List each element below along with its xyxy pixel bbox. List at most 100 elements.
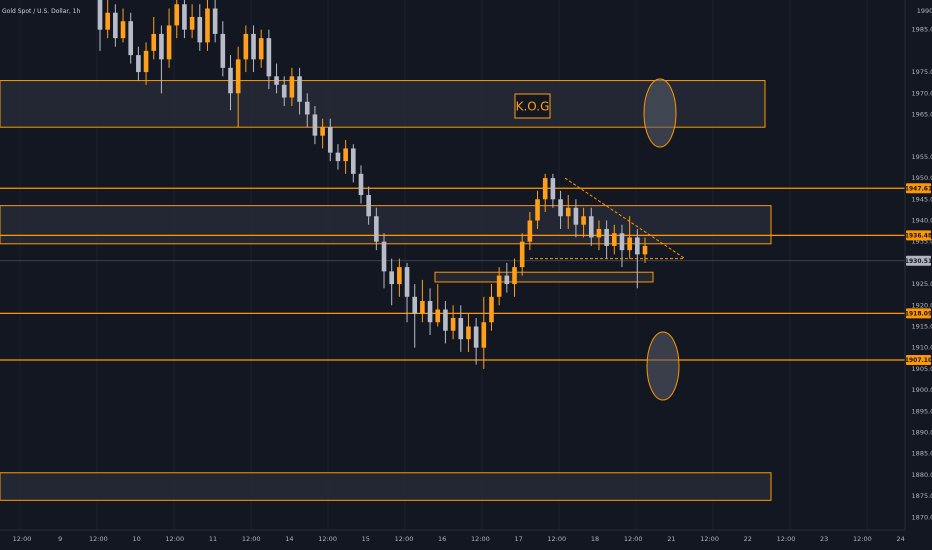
zone-3	[434, 271, 654, 283]
candle-body	[228, 67, 233, 94]
level-price-tag-box	[906, 354, 931, 365]
level-price-tag-text: 1936.48	[905, 233, 932, 240]
candle-body	[189, 16, 195, 30]
target-ovals	[643, 78, 680, 401]
candle-body	[327, 127, 333, 153]
price-tick-label: 1880.00	[912, 471, 932, 479]
candle-body	[297, 76, 302, 102]
price-tick-label: 1925.00	[912, 280, 932, 288]
candle-body	[389, 271, 394, 285]
price-tick-label: 1990	[917, 7, 932, 15]
candle-body	[251, 33, 256, 60]
time-tick-label: 12:00	[13, 535, 32, 543]
candle-body	[182, 4, 187, 30]
annotation-text: K.O.G	[516, 100, 550, 114]
price-tick-label: 1920.00	[912, 301, 932, 309]
trend-line-descending	[564, 177, 686, 260]
candle-body	[573, 207, 579, 225]
level-price-tag-box	[906, 230, 931, 241]
annotation-box: K.O.G	[514, 93, 551, 119]
price-tick-label: 1890.00	[912, 428, 932, 436]
time-tick-label: 12:00	[89, 535, 108, 543]
time-tick-label: 12:00	[777, 535, 796, 543]
candle-body	[397, 267, 402, 285]
time-tick-label: 12:00	[165, 535, 184, 543]
price-tick-label: 1945.00	[912, 195, 932, 203]
candle-body	[358, 173, 364, 196]
current-price-tag-box	[906, 255, 931, 266]
candle-body	[420, 301, 425, 314]
price-tick-label: 1935.00	[912, 238, 932, 246]
candle-body	[535, 199, 540, 221]
time-tick-label: 24	[896, 535, 904, 543]
price-tick-label: 1875.00	[912, 492, 932, 500]
price-tick-label: 1885.00	[912, 450, 932, 458]
price-tick-label: 1900.00	[912, 386, 932, 394]
candle-body	[136, 55, 141, 73]
candle-body	[151, 33, 157, 51]
candle-body	[635, 237, 640, 255]
candle-body	[374, 216, 379, 242]
candle-body	[527, 220, 533, 242]
trend-lines	[530, 177, 686, 260]
time-tick-label: 22	[744, 535, 752, 543]
candle-body	[427, 301, 433, 323]
time-tick-label: 12:00	[471, 535, 490, 543]
candle-body	[235, 59, 241, 94]
candle-body	[351, 148, 356, 174]
candle-body	[159, 33, 164, 60]
candle-body	[473, 326, 479, 348]
target-oval	[646, 331, 680, 401]
time-tick-label: 9	[58, 535, 62, 543]
candle-body	[642, 245, 648, 255]
candle-body	[266, 38, 272, 77]
candle-body	[604, 228, 609, 246]
time-tick-label: 12:00	[318, 535, 337, 543]
price-tick-label: 1905.00	[912, 365, 932, 373]
annotation-frame	[514, 93, 551, 119]
levels	[0, 187, 905, 361]
time-tick-label: 12:00	[853, 535, 872, 543]
candle-body	[143, 50, 149, 73]
candle-body	[312, 114, 318, 136]
time-tick-label: 11	[209, 535, 217, 543]
level-price-tag-box	[906, 183, 931, 194]
time-tick-label: 12:00	[242, 535, 261, 543]
candle-body	[512, 267, 517, 285]
price-tick-label: 1965.00	[912, 110, 932, 118]
price-axis[interactable]: 1990 1985.00 1975.00 1970.00 1965.00 1955.00 1…	[904, 0, 932, 530]
level-price-tag-text: 1907.10	[905, 357, 932, 364]
zone-2	[0, 205, 772, 245]
price-tick-label: 1985.00	[912, 26, 932, 34]
candle-body	[258, 38, 264, 60]
time-tick-label: 16	[438, 535, 446, 543]
candle-body	[289, 76, 295, 98]
candle-body	[504, 275, 510, 285]
candle-body	[550, 178, 556, 200]
price-tick-label: 1915.00	[912, 322, 932, 330]
candle-body	[619, 233, 625, 251]
time-tick-label: 15	[362, 535, 370, 543]
candle-body	[412, 296, 418, 314]
candle-body	[304, 101, 310, 115]
time-axis[interactable]: 12:00 9 12:00 10 12:00 11 12:00 14 12:00 15 12:00 1…	[0, 529, 905, 543]
candle-body	[243, 33, 249, 60]
candle-body	[366, 195, 371, 217]
time-tick-label: 12:00	[395, 535, 414, 543]
price-tick-label: 1910.00	[912, 344, 932, 352]
level-price-tag-box	[906, 308, 931, 319]
candle-body	[274, 76, 279, 85]
target-oval	[643, 78, 677, 148]
price-tick-label: 1940.00	[912, 216, 932, 224]
price-tick-label: 1970.00	[912, 89, 932, 97]
candle-body	[381, 241, 387, 272]
candle-body	[120, 21, 126, 39]
candle-body	[335, 152, 341, 162]
time-tick-label: 12:00	[547, 535, 566, 543]
candle-body	[174, 4, 180, 26]
candle-body	[489, 296, 494, 323]
zone-4	[0, 472, 772, 501]
candle-body	[458, 318, 464, 340]
chart-title: Gold Spot / U.S. Dollar, 1h	[2, 8, 81, 15]
